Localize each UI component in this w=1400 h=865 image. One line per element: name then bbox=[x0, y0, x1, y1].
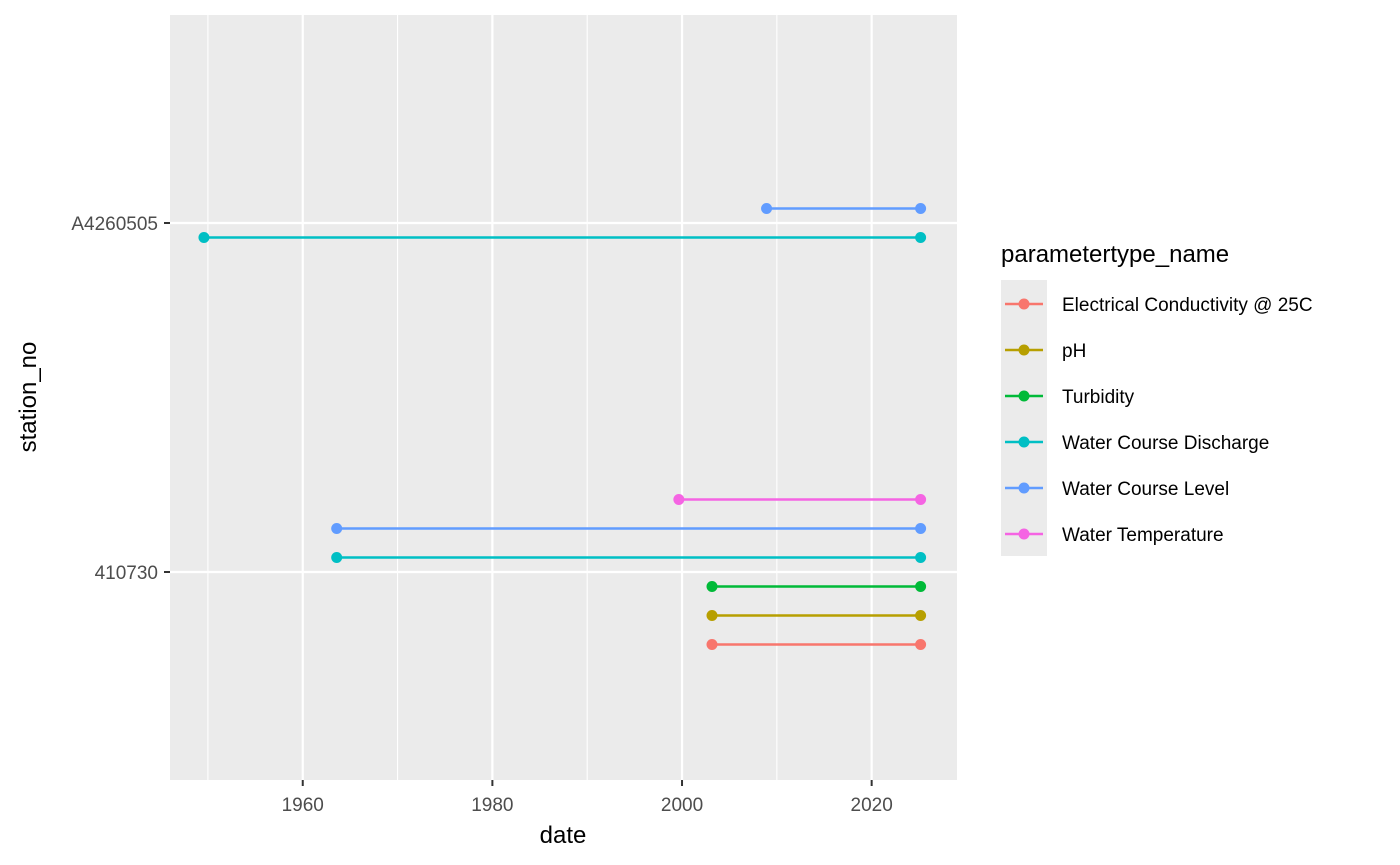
segment-start-point bbox=[331, 523, 343, 534]
legend-label: pH bbox=[1062, 341, 1086, 362]
plot-panel bbox=[170, 15, 957, 780]
grid-layer bbox=[170, 15, 957, 780]
legend-key-point bbox=[1018, 344, 1030, 356]
x-tick-label: 2020 bbox=[851, 795, 893, 816]
legend-key-point bbox=[1018, 298, 1030, 310]
legend-label: Water Temperature bbox=[1062, 525, 1224, 546]
legend-key-point bbox=[1018, 528, 1030, 540]
segment-end-point bbox=[915, 581, 927, 592]
segment-start-point bbox=[673, 494, 685, 505]
legend: parametertype_name Electrical Conductivi… bbox=[1001, 241, 1313, 556]
x-tick-label: 1960 bbox=[282, 795, 324, 816]
segment-start-point bbox=[706, 639, 718, 650]
y-tick-label: 410730 bbox=[95, 563, 158, 584]
segment-end-point bbox=[915, 232, 927, 243]
x-tick-label: 1980 bbox=[471, 795, 513, 816]
segment-start-point bbox=[706, 581, 718, 592]
marks-layer bbox=[198, 203, 927, 650]
legend-key-point bbox=[1018, 482, 1030, 494]
legend-label: Water Course Discharge bbox=[1062, 433, 1269, 454]
legend-key-point bbox=[1018, 436, 1030, 448]
segment-start-point bbox=[706, 610, 718, 621]
legend-key-background bbox=[1001, 280, 1047, 556]
y-axis-title: station_no bbox=[15, 342, 42, 453]
segment-start-point bbox=[761, 203, 773, 214]
segment-end-point bbox=[915, 494, 927, 505]
segment-end-point bbox=[915, 610, 927, 621]
x-tick-label: 2000 bbox=[661, 795, 703, 816]
segment-start-point bbox=[331, 552, 343, 563]
segment-end-point bbox=[915, 523, 927, 534]
segment-end-point bbox=[915, 203, 927, 214]
y-tick-label: A4260505 bbox=[71, 214, 158, 235]
axis-layer: 1960 1980 2000 2020 410730 A4260505 bbox=[71, 214, 892, 816]
legend-label: Turbidity bbox=[1062, 387, 1135, 408]
legend-title: parametertype_name bbox=[1001, 241, 1229, 268]
legend-label: Water Course Level bbox=[1062, 479, 1229, 500]
x-axis-title: date bbox=[540, 822, 587, 849]
legend-label: Electrical Conductivity @ 25C bbox=[1062, 295, 1313, 316]
segment-end-point bbox=[915, 552, 927, 563]
segment-end-point bbox=[915, 639, 927, 650]
legend-key-point bbox=[1018, 390, 1030, 402]
segment-start-point bbox=[198, 232, 210, 243]
